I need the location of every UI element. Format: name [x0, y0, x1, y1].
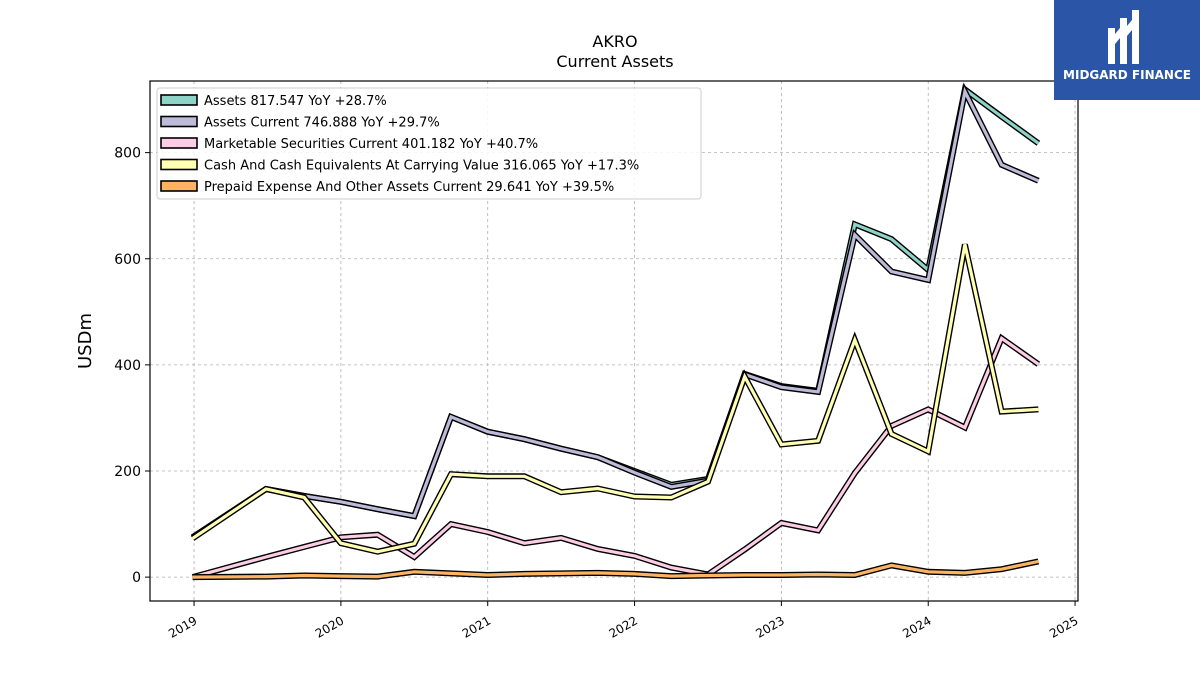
legend-swatch — [160, 180, 198, 192]
series-line-outline-3 — [190, 243, 1039, 555]
legend-swatch — [160, 158, 198, 171]
legend-swatch — [160, 137, 198, 149]
x-tick-label: 2025 — [1047, 613, 1080, 640]
series-line-4 — [192, 559, 1039, 579]
plot-lines — [190, 82, 1041, 581]
x-tick-label: 2024 — [900, 613, 933, 640]
x-axis: 2019 2020 2021 2022 2023 2024 2025 — [166, 601, 1081, 641]
y-tick-label: 600 — [114, 252, 141, 268]
y-tick-label: 0 — [132, 570, 141, 586]
x-tick-label: 2020 — [313, 613, 346, 640]
legend-swatch — [160, 115, 198, 128]
plot-frame — [149, 80, 1079, 602]
series-line-2 — [192, 335, 1040, 579]
y-tick-label: 800 — [114, 146, 141, 162]
x-tick-label: 2022 — [607, 613, 640, 640]
legend-entry: Assets Current 746.888 YoY +29.7% — [204, 116, 440, 131]
x-tick-label: 2023 — [753, 613, 786, 640]
x-tick-label: 2021 — [460, 613, 493, 640]
series-line-1 — [191, 86, 1040, 539]
series-line-3 — [191, 244, 1039, 554]
y-axis-label: USDm — [75, 313, 96, 369]
chart-subtitle: Current Assets — [556, 52, 673, 71]
logo-mark-icon — [1108, 10, 1139, 64]
legend-entry: Assets 817.547 YoY +28.7% — [204, 94, 387, 109]
plot-grid — [150, 81, 1078, 601]
legend-entry: Prepaid Expense And Other Assets Current… — [204, 180, 614, 195]
y-tick-label: 400 — [114, 358, 141, 374]
legend-entry: Cash And Cash Equivalents At Carrying Va… — [204, 159, 639, 174]
legend-entry: Marketable Securities Current 401.182 Yo… — [204, 137, 538, 152]
legend-box — [156, 87, 702, 200]
brand-logo: MIDGARD FINANCE — [1054, 0, 1200, 100]
legend: Assets 817.547 YoY +28.7% Assets Current … — [156, 87, 702, 200]
y-tick-label: 200 — [114, 464, 141, 480]
x-tick-label: 2019 — [166, 613, 199, 640]
y-axis: 0 200 400 600 800 — [114, 146, 150, 586]
chart-title: AKRO — [592, 32, 637, 51]
legend-swatch — [160, 94, 198, 106]
logo-text: MIDGARD FINANCE — [1063, 68, 1191, 82]
